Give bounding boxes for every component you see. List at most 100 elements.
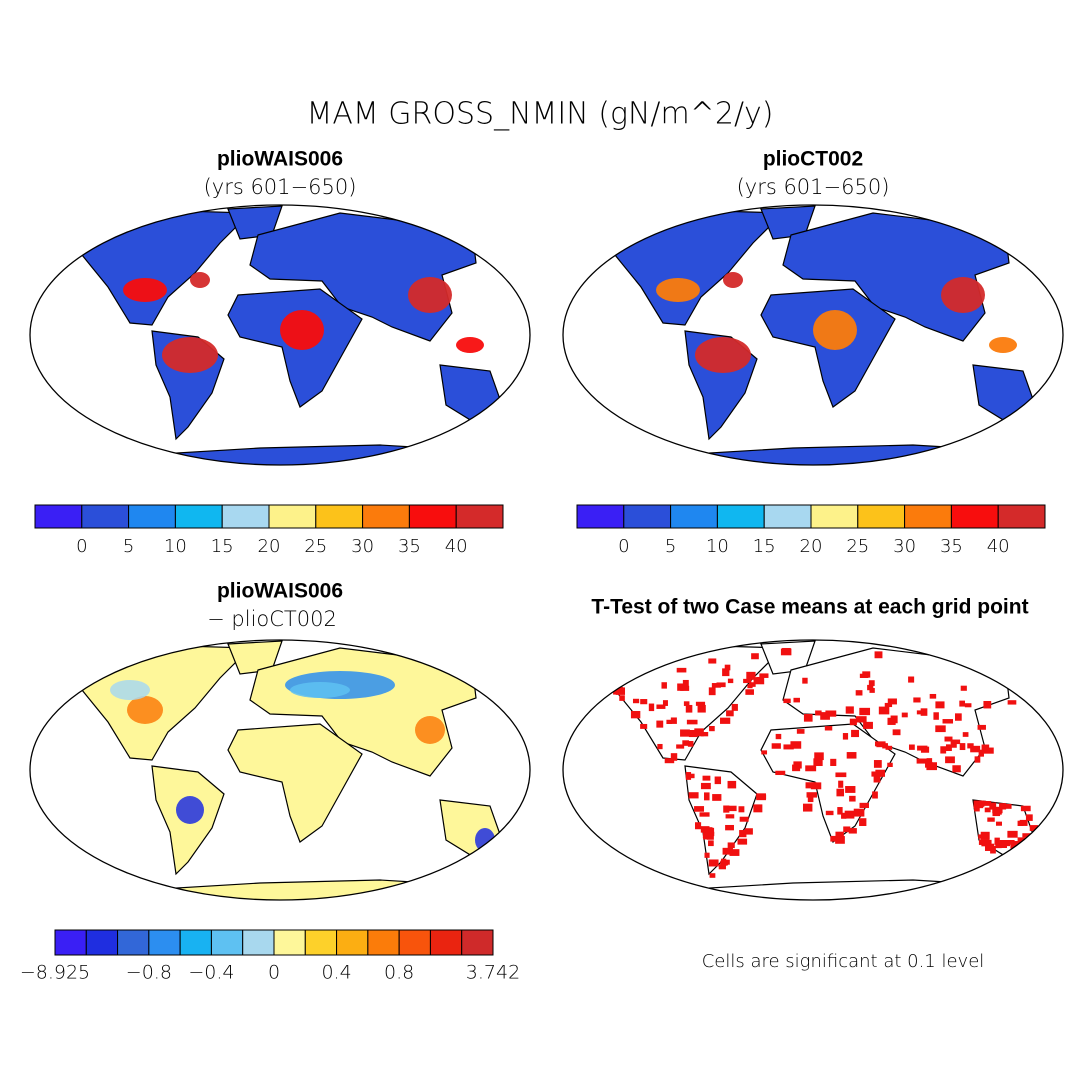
- significance-cell: [711, 683, 721, 688]
- significance-cell: [835, 772, 847, 778]
- significance-cell: [727, 842, 735, 849]
- map-shading: [723, 272, 743, 288]
- significance-cell: [845, 786, 856, 793]
- significance-cell: [954, 713, 962, 721]
- significance-cell: [999, 803, 1007, 810]
- significance-cell: [720, 717, 731, 724]
- colorbar-label: 0.8: [384, 962, 414, 984]
- significance-cell: [685, 772, 692, 780]
- significance-cell: [974, 807, 980, 812]
- significance-cell: [793, 697, 800, 703]
- significance-cell: [727, 780, 737, 789]
- colorbar-box: [367, 929, 400, 956]
- colorbar-box: [398, 929, 431, 956]
- map-content: [69, 205, 503, 465]
- significance-cell: [731, 703, 738, 711]
- map-border: [29, 639, 531, 901]
- significance-cell: [849, 795, 856, 802]
- colorbar-label: 20: [258, 536, 281, 557]
- map-shading: [290, 682, 350, 698]
- significance-cell: [744, 828, 753, 835]
- significance-cell: [950, 739, 957, 748]
- significance-cell: [843, 826, 851, 833]
- significance-cell: [613, 686, 623, 695]
- significance-cell: [1007, 830, 1018, 838]
- colorbar-label: 40: [445, 536, 468, 557]
- significance-cell: [708, 827, 715, 835]
- significance-cell: [820, 712, 830, 720]
- significance-cell: [814, 752, 824, 761]
- significance-cell: [815, 710, 822, 716]
- colorbar-box: [950, 504, 999, 529]
- map-shading: [280, 310, 324, 350]
- significance-cell: [859, 707, 871, 716]
- significance-cell: [676, 744, 685, 749]
- significance-cell: [855, 690, 863, 696]
- significance-cell: [746, 671, 756, 680]
- significance-cell: [682, 679, 689, 688]
- colorbar-label: 15: [211, 536, 234, 557]
- colorbar-box: [429, 929, 463, 956]
- significance-cell: [835, 831, 844, 839]
- significance-cell: [848, 828, 857, 834]
- colorbar-box: [576, 504, 625, 529]
- significance-cell: [708, 658, 717, 664]
- panel-subtitle: − plioCT002: [207, 607, 337, 631]
- significance-cell: [869, 688, 875, 693]
- significance-cell: [630, 710, 641, 719]
- significance-cell: [970, 745, 981, 753]
- significance-cell: [974, 756, 981, 763]
- colorbar-box: [455, 504, 504, 529]
- colorbar-box: [174, 504, 223, 529]
- significance-cell: [661, 682, 667, 689]
- significance-cell: [688, 729, 698, 738]
- significance-cell: [935, 701, 945, 709]
- colorbar-box: [34, 504, 83, 529]
- colorbar-box: [857, 504, 906, 529]
- significance-cell: [751, 653, 759, 660]
- panel-subtitle: (yrs 601−650): [204, 175, 357, 199]
- colorbar-label: −8.925: [20, 962, 90, 984]
- significance-cell: [859, 818, 867, 827]
- significance-cell: [1006, 840, 1015, 845]
- significance-cell: [913, 697, 921, 703]
- significance-cell: [995, 842, 1002, 849]
- colorbar-box: [623, 504, 672, 529]
- map-content: [602, 205, 1036, 465]
- significance-cell: [835, 836, 845, 844]
- significance-cell: [959, 743, 966, 751]
- significance-cell: [855, 716, 867, 723]
- significance-cell: [662, 700, 668, 706]
- significance-cell: [739, 816, 749, 822]
- significance-cell: [874, 651, 883, 659]
- significance-cell: [664, 758, 675, 764]
- significance-cell: [775, 733, 782, 740]
- map-panel: [29, 204, 531, 466]
- colorbar-box: [670, 504, 718, 529]
- map-shading: [456, 337, 484, 353]
- significance-cell: [1002, 803, 1012, 809]
- significance-cell: [697, 704, 706, 713]
- colorbar-box: [810, 504, 859, 529]
- significance-cell: [756, 794, 767, 800]
- map-shading: [989, 337, 1017, 353]
- colorbar-box: [273, 929, 306, 956]
- colorbar-label: 5: [665, 536, 676, 557]
- significance-cell: [945, 756, 955, 764]
- colorbar-label: 5: [123, 536, 134, 557]
- significance-cell: [824, 726, 833, 731]
- significance-cell: [962, 732, 969, 737]
- significance-cell: [944, 736, 953, 742]
- colorbar-box: [268, 504, 317, 529]
- significance-cell: [677, 683, 684, 691]
- map-shading: [408, 277, 452, 313]
- colorbar-box: [716, 504, 765, 529]
- map-border: [562, 204, 1064, 466]
- significance-cell: [694, 806, 705, 812]
- significance-cell: [790, 741, 802, 749]
- significance-cell: [984, 843, 995, 851]
- significance-cell: [908, 744, 915, 750]
- significance-cell: [725, 824, 734, 831]
- map-shading: [127, 696, 163, 724]
- significance-cell: [709, 725, 715, 732]
